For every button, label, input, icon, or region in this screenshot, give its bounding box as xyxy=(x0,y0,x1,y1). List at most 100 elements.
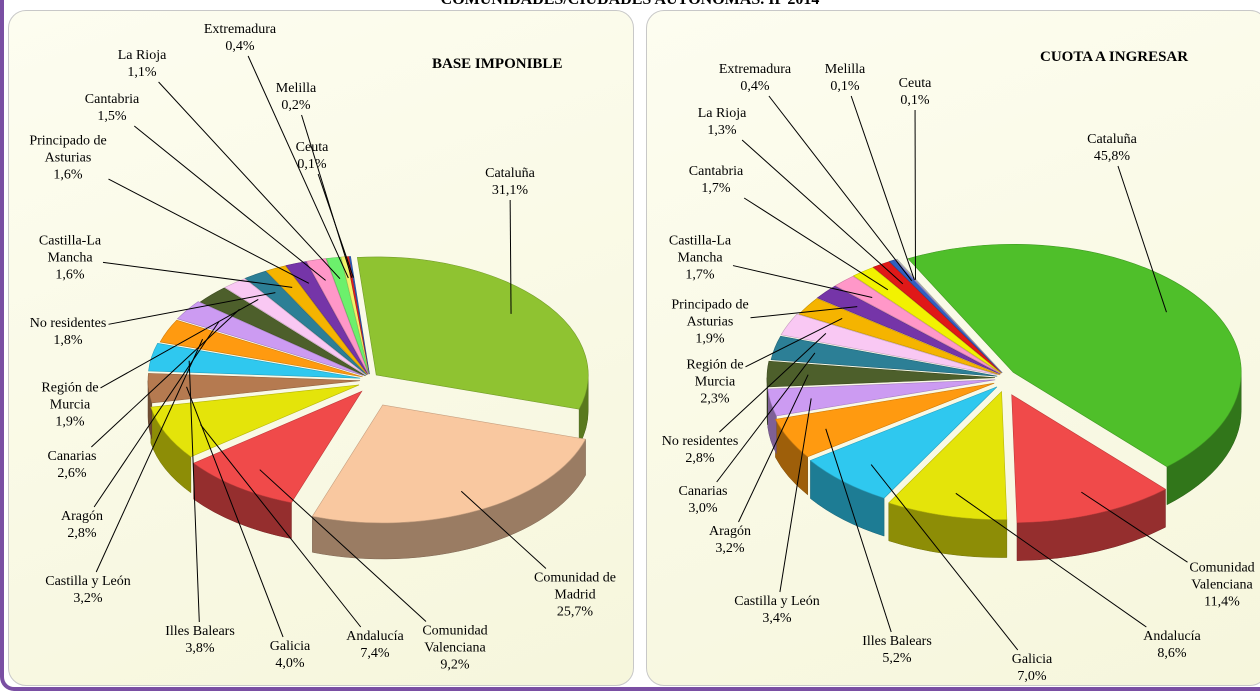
slice-value: 3,0% xyxy=(688,501,718,516)
slice-label: Galicia 7,0% xyxy=(1012,651,1052,685)
slice-name: No residentes xyxy=(661,434,739,449)
slice-value: 3,2% xyxy=(715,541,745,556)
leader-line xyxy=(768,95,913,282)
leader-line xyxy=(317,173,354,278)
slice-sides xyxy=(147,374,589,560)
slice-value: 1,3% xyxy=(707,123,737,138)
slice-label: Cataluña 45,8% xyxy=(1087,131,1137,165)
slice-value: 0,4% xyxy=(740,79,770,94)
slice-label: Ceuta 0,1% xyxy=(899,75,932,109)
slice-name: Castilla y León xyxy=(45,574,131,589)
leader-line xyxy=(745,318,843,368)
slice xyxy=(356,256,589,410)
slice xyxy=(798,298,1001,376)
leader-line xyxy=(301,114,353,278)
slice-value: 1,8% xyxy=(53,333,83,348)
slice xyxy=(348,256,370,375)
leader-line xyxy=(102,261,293,288)
leader-line xyxy=(750,306,858,319)
leader-line xyxy=(93,321,220,508)
leader-line xyxy=(850,95,915,281)
slice-name: Melilla xyxy=(275,81,317,96)
leader-line xyxy=(716,352,816,483)
slice-label: Andalucía 8,6% xyxy=(1143,628,1201,662)
slice-value: 2,6% xyxy=(57,466,87,481)
slice-label: Cantabria 1,7% xyxy=(689,163,743,197)
slice xyxy=(907,243,1242,468)
slice-label: Aragón 3,2% xyxy=(709,523,751,557)
slice-label: Andalucía 7,4% xyxy=(346,628,404,662)
slice xyxy=(176,301,364,376)
slice-name: Galicia xyxy=(1011,652,1053,667)
slice xyxy=(150,384,360,458)
slice-label: La Rioja 1,3% xyxy=(698,105,747,139)
slice-value: 1,6% xyxy=(53,167,83,183)
slice-label: Castilla-La Mancha 1,6% xyxy=(39,233,101,284)
leader-line xyxy=(100,299,259,389)
slice-name: Principado de Asturias xyxy=(671,297,749,330)
slice xyxy=(780,313,998,376)
slice-value: 0,1% xyxy=(900,93,930,108)
slice-value: 25,7% xyxy=(556,604,594,620)
slice-label: Illes Balears 5,2% xyxy=(862,633,932,667)
slice-value: 3,8% xyxy=(185,641,215,656)
slice-name: Comunidad Valenciana xyxy=(1189,560,1255,593)
slice xyxy=(816,285,1001,375)
slice xyxy=(148,342,361,379)
slice-label: La Rioja 1,1% xyxy=(118,47,167,81)
slice-value: 4,0% xyxy=(275,656,305,671)
slice xyxy=(224,278,367,376)
slice-tops xyxy=(766,243,1242,523)
slice-label: Cataluña 31,1% xyxy=(485,165,535,199)
slice-name: Illes Balears xyxy=(165,624,235,639)
slice-label: No residentes 2,8% xyxy=(662,433,739,467)
slice-label: Castilla y León 3,2% xyxy=(45,573,131,607)
slice-name: Castilla y León xyxy=(734,594,820,609)
slice-value: 1,7% xyxy=(701,181,731,196)
slice xyxy=(809,386,998,499)
slice-label: Comunidad Valenciana 11,4% xyxy=(1189,560,1254,611)
slice xyxy=(147,373,361,404)
slice-value: 31,1% xyxy=(491,183,529,198)
slice-name: Cataluña xyxy=(485,166,535,181)
slice-name: Canarias xyxy=(678,484,728,499)
slice-value: 45,8% xyxy=(1093,149,1131,164)
slice-name: Región de Murcia xyxy=(41,380,99,413)
slice xyxy=(311,404,587,524)
slice-value: 0,1% xyxy=(830,79,860,94)
slice-name: Región de Murcia xyxy=(686,357,744,390)
leader-line xyxy=(108,292,276,325)
slice-value: 0,1% xyxy=(297,157,327,172)
slice xyxy=(244,270,368,376)
slice-label: Región de Murcia 2,3% xyxy=(686,357,743,408)
slice-value: 1,6% xyxy=(55,267,85,283)
slice-name: Illes Balears xyxy=(862,634,932,649)
slice xyxy=(852,267,1002,374)
leader-lines xyxy=(716,95,1188,651)
slice xyxy=(193,390,363,503)
slice xyxy=(199,287,366,377)
leader-line xyxy=(738,374,809,523)
slice-label: Castilla-La Mancha 1,7% xyxy=(669,233,731,284)
slice-name: Principado de Asturias xyxy=(29,133,107,166)
slice xyxy=(285,261,369,375)
slice xyxy=(770,335,998,377)
slice-label: Castilla y León 3,4% xyxy=(734,593,820,627)
slice-label: Galicia 4,0% xyxy=(270,638,310,672)
slice-value: 11,4% xyxy=(1204,594,1240,610)
slice-label: Principado de Asturias 1,6% xyxy=(29,133,106,184)
slice-value: 0,2% xyxy=(281,98,311,113)
leader-line xyxy=(741,139,904,285)
slice xyxy=(1011,394,1167,523)
slice-label: Cantabria 1,5% xyxy=(85,91,139,125)
slice xyxy=(306,258,369,375)
leader-line xyxy=(1081,491,1188,563)
slice-name: Castilla-La Mancha xyxy=(668,233,732,266)
slice-name: No residentes xyxy=(29,316,107,331)
slice-name: Andalucía xyxy=(1143,629,1201,644)
slice xyxy=(767,379,996,417)
slice-value: 9,2% xyxy=(440,657,470,673)
